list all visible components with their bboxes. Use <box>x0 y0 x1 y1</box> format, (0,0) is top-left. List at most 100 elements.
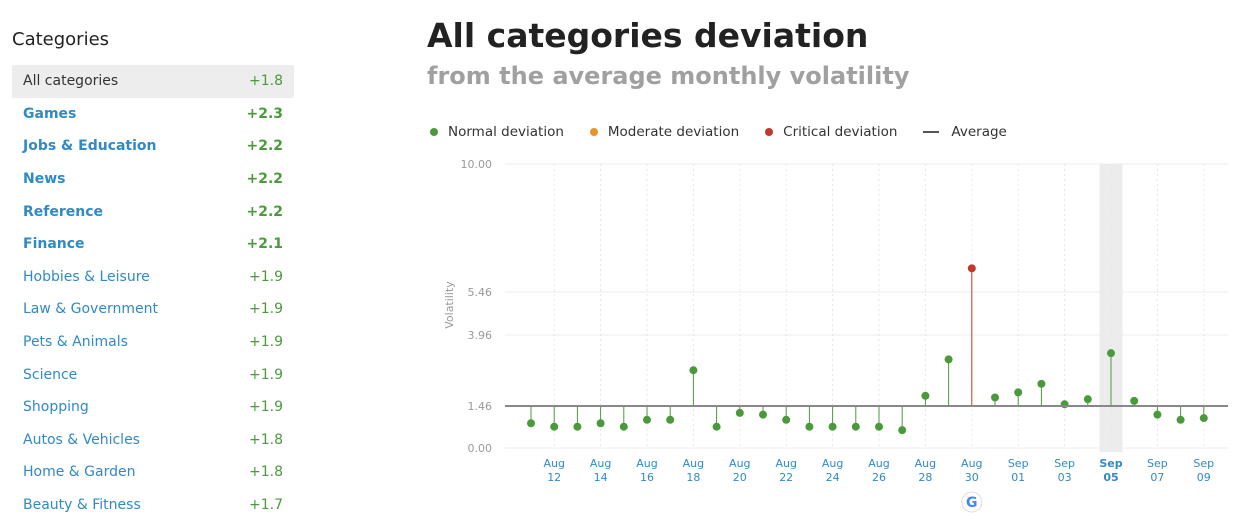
legend-dot-swatch <box>589 128 598 136</box>
y-tick-label: 5.46 <box>468 286 493 299</box>
sidebar-item-value: +1.9 <box>249 366 283 383</box>
data-point <box>921 391 930 400</box>
page-subtitle: from the average monthly volatility <box>427 62 910 90</box>
google-icon: G <box>966 495 978 511</box>
sidebar-item-value: +1.8 <box>249 431 283 448</box>
legend-item[interactable]: Moderate deviation <box>589 124 740 140</box>
sidebar-item-value: +1.8 <box>249 464 283 481</box>
sidebar-item-value: +2.2 <box>246 171 283 188</box>
sidebar-item[interactable]: News +2.2 <box>12 163 294 196</box>
data-point <box>828 422 837 431</box>
x-tick-day: 20 <box>733 471 747 484</box>
sidebar-heading: Categories <box>12 29 110 50</box>
sidebar-item-label: Finance <box>23 236 85 253</box>
x-tick-month: Aug <box>636 457 657 470</box>
category-list: All categories +1.8 Games +2.3 Jobs & Educat… <box>12 65 294 521</box>
sidebar-item-value: +1.9 <box>249 334 283 351</box>
y-tick-label: 1.46 <box>468 400 493 413</box>
data-point <box>851 422 860 431</box>
legend-dot-swatch <box>765 128 774 136</box>
sidebar-item[interactable]: Autos & Vehicles +1.8 <box>12 424 294 457</box>
x-tick-day: 24 <box>826 471 840 484</box>
legend-line-swatch <box>923 131 940 133</box>
x-tick-day: 05 <box>1103 471 1118 484</box>
sidebar-item-value: +1.8 <box>249 73 283 90</box>
sidebar-item[interactable]: Shopping +1.9 <box>12 391 294 424</box>
y-tick-label: 0.00 <box>468 442 493 455</box>
legend-item[interactable]: Critical deviation <box>765 124 897 140</box>
data-point <box>735 408 744 417</box>
data-point <box>643 415 651 424</box>
sidebar-item-value: +2.3 <box>246 105 283 122</box>
sidebar-item[interactable]: Reference +2.2 <box>12 195 294 228</box>
x-tick-month: Sep <box>1193 457 1214 470</box>
x-tick-day: 18 <box>686 471 700 484</box>
sidebar-item[interactable]: Finance +2.1 <box>12 228 294 261</box>
sidebar-item-label: Shopping <box>23 399 89 416</box>
data-point <box>712 422 721 431</box>
x-tick-month: Aug <box>822 457 843 470</box>
data-point <box>1130 396 1139 405</box>
x-tick-day: 14 <box>594 471 608 484</box>
sidebar-item-label: Home & Garden <box>23 464 136 481</box>
x-tick-day: 30 <box>965 471 979 484</box>
x-tick-day: 12 <box>547 471 561 484</box>
data-point <box>619 422 628 431</box>
data-point <box>1083 395 1092 404</box>
data-point <box>550 422 559 431</box>
data-point <box>1153 410 1162 419</box>
y-tick-label: 3.96 <box>468 329 493 342</box>
data-point <box>875 422 883 431</box>
sidebar-item[interactable]: Games +2.3 <box>12 98 294 131</box>
x-tick-month: Aug <box>961 457 982 470</box>
legend-item[interactable]: Average <box>923 124 1007 140</box>
sidebar-item[interactable]: Home & Garden +1.8 <box>12 456 294 489</box>
data-point <box>527 419 535 428</box>
legend-label: Critical deviation <box>783 124 898 140</box>
y-tick-label: 10.00 <box>461 158 493 171</box>
sidebar-item-label: Science <box>23 366 78 383</box>
sidebar-item-label: Autos & Vehicles <box>23 431 140 448</box>
sidebar-item-label: Pets & Animals <box>23 334 128 351</box>
data-point <box>898 426 907 435</box>
sidebar-item[interactable]: Science +1.9 <box>12 358 294 391</box>
x-tick-month: Aug <box>729 457 750 470</box>
x-tick-day: 28 <box>918 471 932 484</box>
x-tick-day: 09 <box>1197 471 1211 484</box>
x-tick-day: 16 <box>640 471 654 484</box>
legend-label: Average <box>951 124 1007 140</box>
sidebar-item[interactable]: Law & Government +1.9 <box>12 293 294 326</box>
google-update-marker <box>961 491 983 513</box>
legend-label: Moderate deviation <box>607 124 740 140</box>
x-tick-month: Sep <box>1147 457 1168 470</box>
sidebar-item[interactable]: Beauty & Fitness +1.7 <box>12 489 294 522</box>
sidebar-item-value: +1.9 <box>249 301 283 318</box>
sidebar-item[interactable]: Jobs & Education +2.2 <box>12 130 294 163</box>
data-point <box>759 410 767 419</box>
data-point <box>573 422 582 431</box>
data-point <box>805 422 814 431</box>
x-tick-month: Aug <box>590 457 611 470</box>
data-point <box>782 415 791 424</box>
sidebar-item-value: +1.7 <box>249 497 283 514</box>
chart-legend: Normal deviation Moderate deviation Critic… <box>430 124 1033 140</box>
x-tick-month: Sep <box>1054 457 1075 470</box>
sidebar-item-label: Jobs & Education <box>23 138 157 155</box>
highlight-band <box>1099 164 1123 452</box>
data-point <box>991 393 999 402</box>
data-point <box>666 415 675 424</box>
sidebar-item[interactable]: Hobbies & Leisure +1.9 <box>12 261 294 294</box>
legend-item[interactable]: Normal deviation <box>430 124 564 140</box>
sidebar-item-label: All categories <box>23 73 119 90</box>
x-tick-month: Sep <box>1099 457 1122 470</box>
sidebar-item[interactable]: Pets & Animals +1.9 <box>12 326 294 359</box>
sidebar-item[interactable]: All categories +1.8 <box>12 65 294 98</box>
x-tick-month: Aug <box>868 457 889 470</box>
y-axis-label: Volatility <box>443 281 456 329</box>
x-tick-month: Aug <box>775 457 796 470</box>
sidebar-item-label: Law & Government <box>23 301 158 318</box>
data-point <box>967 264 976 273</box>
sidebar-item-label: News <box>23 171 66 188</box>
data-point <box>1107 349 1115 358</box>
